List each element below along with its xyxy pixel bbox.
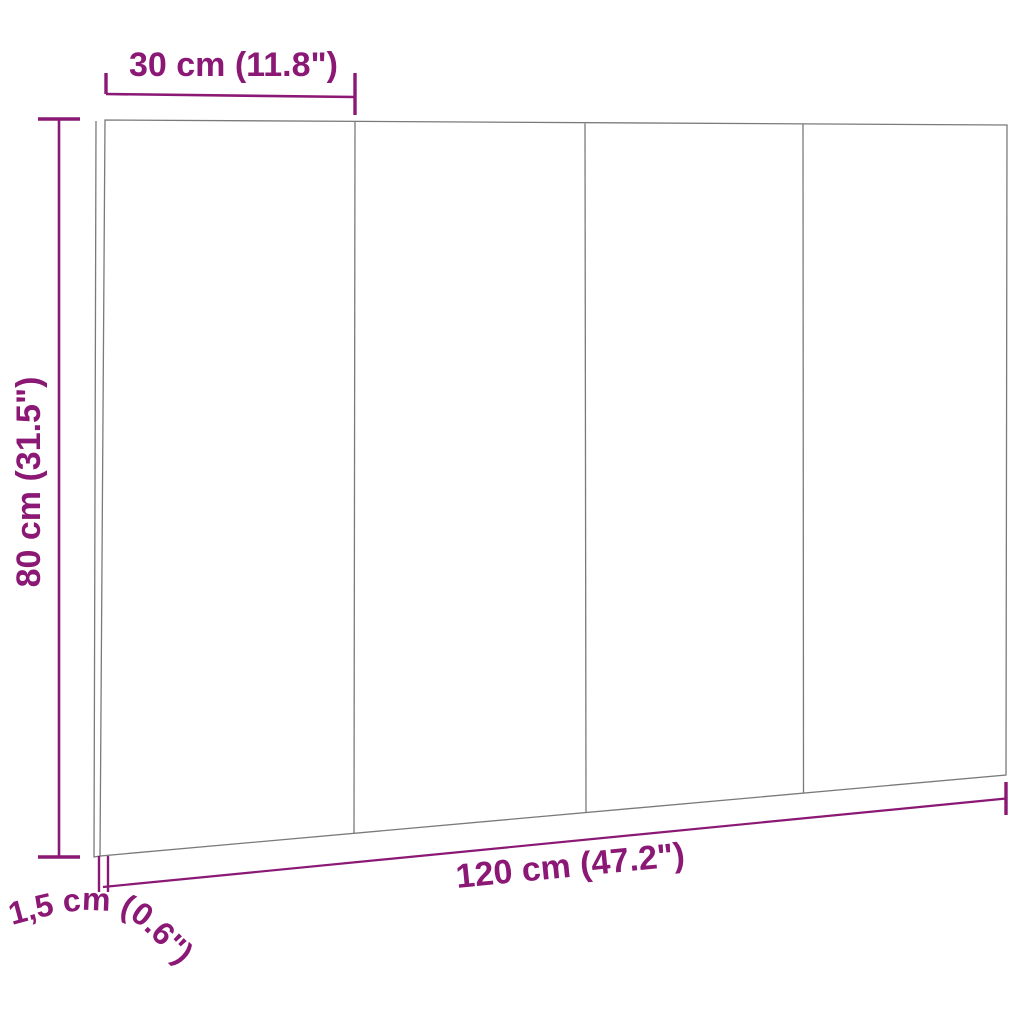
svg-text:80 cm (31.5"): 80 cm (31.5") [10,377,48,588]
svg-text:1,5 cm (0.6"): 1,5 cm (0.6") [4,881,200,971]
svg-text:120 cm (47.2"): 120 cm (47.2") [454,836,686,896]
svg-text:30 cm (11.8"): 30 cm (11.8") [129,46,338,84]
